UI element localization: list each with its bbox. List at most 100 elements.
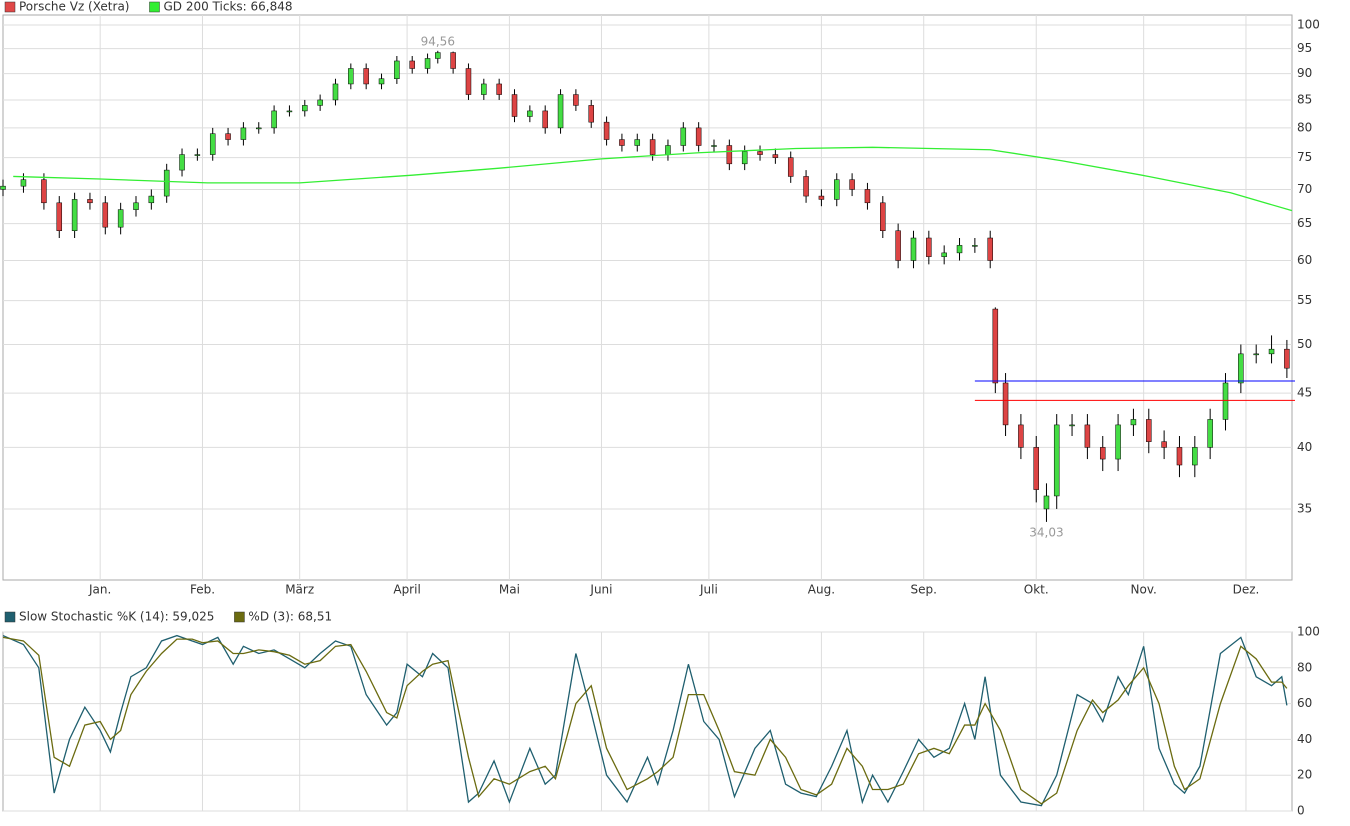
candle-body xyxy=(256,127,262,130)
x-tick-label: April xyxy=(393,583,420,597)
candle-body xyxy=(1130,419,1137,426)
candle-body xyxy=(20,179,27,187)
candle-body xyxy=(102,202,109,228)
candle-body xyxy=(787,157,794,177)
y-tick-label: 40 xyxy=(1297,440,1312,454)
y-tick-label: 85 xyxy=(1297,92,1312,106)
x-tick-label: Feb. xyxy=(190,583,215,597)
candle-body xyxy=(1238,353,1244,384)
candle-body xyxy=(1176,447,1183,466)
candle-body xyxy=(726,145,733,165)
candle-body xyxy=(910,237,917,261)
x-tick-label: Mai xyxy=(499,583,520,597)
candle-body xyxy=(695,127,702,146)
candle-body xyxy=(87,199,93,204)
candle-body xyxy=(834,179,840,200)
candle-body xyxy=(1043,495,1050,510)
candle-body xyxy=(649,139,656,155)
candle-body xyxy=(302,105,308,112)
x-tick-label: Nov. xyxy=(1131,583,1157,597)
candle-body xyxy=(956,245,963,254)
y-tick-label: 50 xyxy=(1297,337,1312,351)
x-tick-label: Aug. xyxy=(808,583,835,597)
plot-frame xyxy=(2,14,1293,581)
candle-body xyxy=(757,151,763,155)
candle-body xyxy=(71,199,78,231)
y-tick-label: 80 xyxy=(1297,120,1312,134)
candle-body xyxy=(895,230,901,261)
y-tick-label: 95 xyxy=(1297,41,1312,55)
candle-body xyxy=(1099,447,1106,460)
legend-swatch xyxy=(149,1,160,13)
candle-body xyxy=(465,68,472,95)
candle-body xyxy=(864,189,871,204)
candle-body xyxy=(1146,419,1152,442)
candle-body xyxy=(634,139,641,146)
candle-body xyxy=(972,245,978,247)
candle-body xyxy=(1192,447,1198,466)
x-tick-label: Dez. xyxy=(1233,583,1260,597)
y-tick-label: 35 xyxy=(1297,501,1312,515)
candle-body xyxy=(148,195,155,204)
candle-body xyxy=(1084,424,1091,448)
y-tick-label: 40 xyxy=(1297,732,1312,746)
candle-body xyxy=(286,110,293,113)
candle-body xyxy=(573,94,579,106)
candle-body xyxy=(378,78,385,85)
candle-body xyxy=(1115,424,1121,460)
annotation: 94,56 xyxy=(421,34,455,48)
candle-body xyxy=(209,133,216,155)
y-tick-label: 60 xyxy=(1297,253,1312,267)
legend-swatch xyxy=(234,611,245,623)
candle-body xyxy=(588,105,594,123)
x-tick-label: März xyxy=(285,583,314,597)
candle-body xyxy=(542,110,548,129)
candle-body xyxy=(987,237,993,261)
candle-body xyxy=(435,52,441,59)
candle-body xyxy=(56,202,63,231)
candle-body xyxy=(409,60,415,69)
x-tick-label: Sep. xyxy=(910,583,936,597)
candle-body xyxy=(179,154,185,171)
legend-label: Slow Stochastic %K (14): 59,025 xyxy=(19,610,214,624)
candle-body xyxy=(1253,353,1259,356)
candle-body xyxy=(741,151,748,165)
series-line xyxy=(2,636,1288,805)
candle-body xyxy=(225,133,231,140)
legend-label: Porsche Vz (Xetra) xyxy=(19,0,129,14)
candle-body xyxy=(926,237,932,257)
candle-body xyxy=(803,176,809,197)
series-line xyxy=(13,146,1293,212)
candle-body xyxy=(133,202,139,210)
candle-body xyxy=(665,145,671,155)
y-tick-label: 60 xyxy=(1297,696,1312,710)
y-tick-label: 90 xyxy=(1297,66,1312,80)
candle-body xyxy=(619,139,625,146)
y-tick-label: 20 xyxy=(1297,768,1312,782)
x-tick-label: Okt. xyxy=(1024,583,1049,597)
candle-body xyxy=(849,179,855,190)
y-tick-label: 65 xyxy=(1297,216,1312,230)
legend-label: %D (3): 68,51 xyxy=(248,610,332,624)
candle-body xyxy=(992,308,999,384)
candle-body xyxy=(394,60,400,79)
legend-label: GD 200 Ticks: 66,848 xyxy=(163,0,292,14)
candle-body xyxy=(1207,419,1213,448)
candle-body xyxy=(603,121,610,140)
candle-body xyxy=(818,195,825,200)
y-tick-label: 100 xyxy=(1297,625,1320,639)
x-tick-label: Jan. xyxy=(88,583,111,597)
y-tick-label: 70 xyxy=(1297,182,1312,196)
candle-body xyxy=(194,154,201,156)
candle-body xyxy=(117,209,124,228)
legend-swatch xyxy=(4,1,16,13)
candle-body xyxy=(527,110,533,117)
candle-body xyxy=(711,145,717,147)
y-tick-label: 55 xyxy=(1297,293,1312,307)
candle-body xyxy=(941,252,947,257)
y-tick-label: 80 xyxy=(1297,660,1312,674)
candle-body xyxy=(496,83,502,95)
candle-body xyxy=(240,127,247,140)
candle-body xyxy=(511,94,518,117)
